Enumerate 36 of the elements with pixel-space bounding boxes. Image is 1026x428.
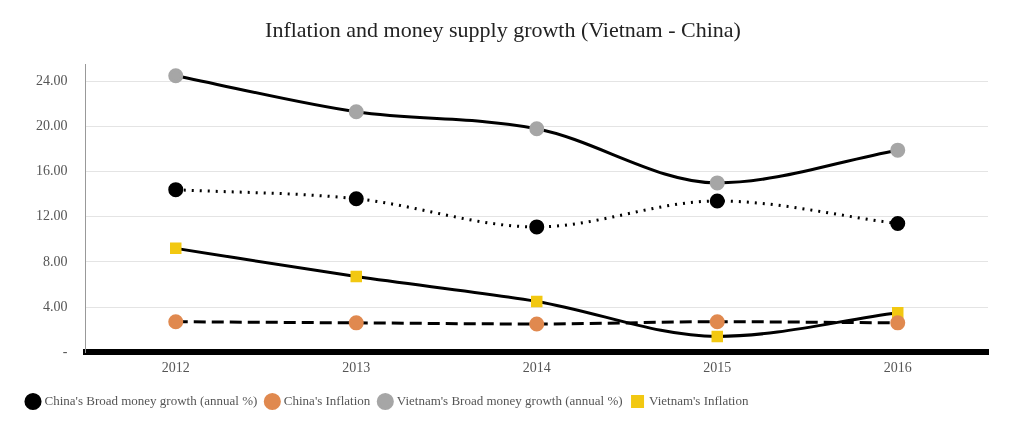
- y-tick-label: 16.00: [36, 163, 68, 179]
- legend-label: Vietnam's Broad money growth (annual %): [396, 392, 623, 408]
- point: [890, 315, 906, 331]
- point: [709, 175, 725, 191]
- point: [890, 142, 906, 158]
- x-tick-label: 2015: [703, 360, 732, 376]
- point: [348, 104, 364, 120]
- point: [168, 314, 184, 330]
- y-tick-label: 8.00: [43, 253, 68, 269]
- point: [350, 270, 362, 283]
- x-tick-label: 2016: [883, 360, 912, 376]
- y-tick-label: -: [62, 343, 68, 359]
- point: [890, 216, 906, 232]
- point: [529, 219, 545, 235]
- x-tick-label: 2012: [161, 360, 190, 376]
- legend-label: China's Broad money growth (annual %): [44, 392, 258, 408]
- y-tick-label: 20.00: [36, 118, 68, 134]
- point: [529, 316, 545, 332]
- point: [711, 330, 723, 343]
- y-tick-label: 12.00: [36, 208, 68, 224]
- x-tick-label: 2013: [342, 360, 371, 376]
- point: [168, 182, 184, 198]
- point: [348, 315, 364, 331]
- point: [168, 68, 184, 84]
- point: [531, 295, 543, 308]
- y-tick-label: 24.00: [36, 73, 68, 88]
- y-tick-label: 4.00: [43, 298, 68, 314]
- x-tick-label: 2014: [522, 360, 551, 376]
- point: [170, 242, 182, 255]
- legend-label: Vietnam's Inflation: [649, 392, 749, 408]
- chart-title: Inflation and money supply growth (Vietnam - China): [265, 16, 741, 42]
- point: [348, 191, 364, 207]
- point: [709, 193, 725, 209]
- point: [709, 314, 725, 330]
- legend-label: China's Inflation: [283, 392, 371, 408]
- point: [529, 121, 545, 137]
